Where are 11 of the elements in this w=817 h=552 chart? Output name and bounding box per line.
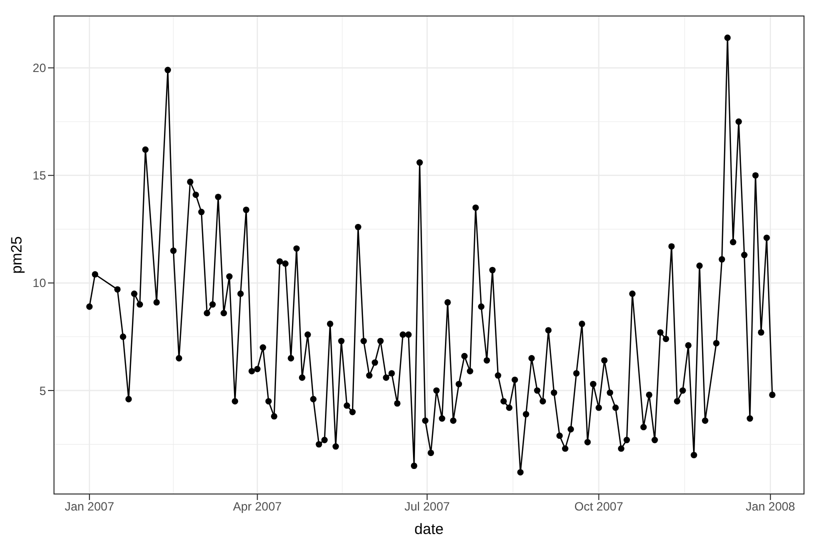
y-tick-label: 20 [32, 61, 46, 76]
y-tick-label: 5 [39, 384, 46, 398]
x-tick-label: Jul 2007 [404, 500, 450, 514]
y-tick-label: 15 [32, 168, 46, 183]
y-tick-label: 10 [32, 276, 46, 290]
x-tick-label: Oct 2007 [574, 500, 624, 514]
x-tick-label: Jan 2008 [746, 500, 796, 514]
x-axis-title: date [414, 521, 444, 538]
x-tick-label: Apr 2007 [233, 500, 282, 514]
y-axis-title: pm25 [8, 236, 26, 274]
x-tick-label: Jan 2007 [64, 500, 114, 514]
